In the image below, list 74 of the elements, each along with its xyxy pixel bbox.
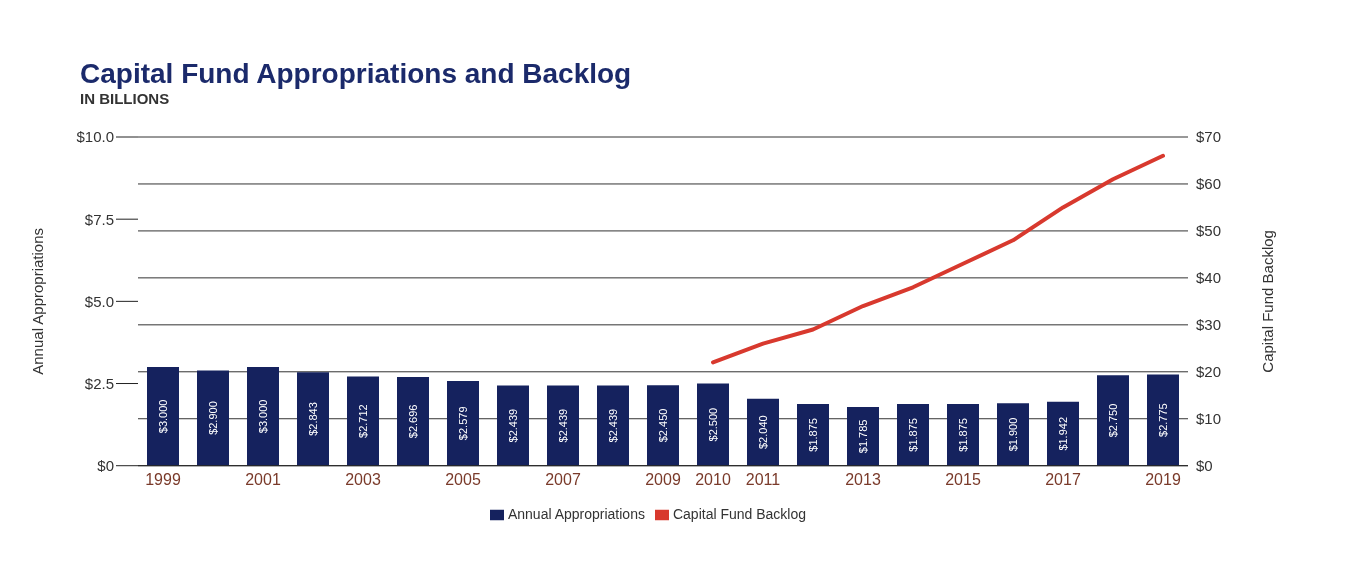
data-label: $2.712: [357, 404, 369, 438]
bar: [397, 377, 429, 466]
data-label: $1.785: [857, 419, 869, 454]
bar: [947, 404, 979, 466]
bar: [447, 380, 479, 466]
bar: [1047, 401, 1079, 466]
y-axis-title: Annual Appropriations: [29, 227, 47, 375]
bar: [697, 383, 729, 466]
y2-axis-title: Capital Fund Backlog: [1259, 230, 1277, 373]
bar: [747, 398, 779, 466]
x-tick-label: 2003: [345, 471, 381, 489]
y-tick-label: $5.0: [84, 292, 114, 310]
data-label: $1.875: [907, 418, 919, 452]
x-tick-label: 2013: [845, 471, 881, 489]
bar: [197, 370, 229, 466]
y2-tick-label: $0: [1196, 457, 1213, 475]
chart-title: Capital Fund Appropriations and Backlog: [80, 58, 633, 90]
data-label: $2.040: [757, 415, 769, 449]
x-tick-label: 2011: [745, 471, 781, 489]
y-tick-label: $2.5: [84, 374, 114, 392]
data-label: $2.843: [307, 402, 319, 436]
bar: [1147, 374, 1179, 466]
y-tick-label: $0: [97, 457, 114, 475]
data-label: $2.750: [1107, 403, 1119, 438]
bar: [347, 376, 379, 466]
data-label: $1.900: [1007, 417, 1019, 452]
data-label: $1.942: [1057, 416, 1069, 451]
data-label: $2.775: [1157, 403, 1169, 437]
bar: [1097, 375, 1129, 466]
bar: [797, 404, 829, 466]
data-label: $2.439: [607, 408, 619, 443]
bar: [147, 367, 179, 466]
x-tick-label: 2019: [1145, 471, 1181, 489]
bar: [597, 385, 629, 466]
x-tick-label: 2010: [695, 471, 731, 489]
data-label: $2.500: [707, 407, 719, 442]
x-tick-label: 1999: [145, 471, 181, 489]
x-tick-label: 2005: [445, 471, 481, 489]
y2-tick-label: $70: [1196, 128, 1222, 146]
data-label: $3.000: [157, 399, 169, 434]
data-label: $1.875: [957, 418, 969, 452]
bar: [847, 407, 879, 466]
y-tick-label: $10.0: [76, 128, 114, 146]
data-label: $2.439: [507, 408, 519, 443]
x-tick-label: 2017: [1045, 471, 1081, 489]
data-label: $2.439: [557, 408, 569, 443]
y2-tick-label: $20: [1196, 363, 1222, 381]
bar: [647, 385, 679, 466]
y-tick-label: $7.5: [84, 210, 114, 228]
bar: [497, 385, 529, 466]
data-label: $1.875: [807, 418, 819, 452]
y2-tick-label: $50: [1196, 222, 1222, 240]
data-label: $2.450: [657, 408, 669, 443]
x-tick-label: 2001: [245, 471, 281, 489]
y2-tick-label: $10: [1196, 410, 1222, 428]
bar: [897, 404, 929, 466]
data-label: $2.900: [207, 401, 219, 435]
y2-tick-label: $60: [1196, 175, 1222, 193]
line-series: [711, 153, 1165, 365]
x-tick-label: 2007: [545, 471, 581, 489]
chart-subtitle: IN BILLIONS: [80, 90, 171, 107]
bar: [297, 372, 329, 466]
bar: [247, 367, 279, 466]
data-label: $2.696: [407, 404, 419, 439]
y2-tick-label: $40: [1196, 269, 1222, 287]
x-tick-label: 2015: [945, 471, 981, 489]
legend-label: Capital Fund Backlog: [672, 505, 807, 522]
data-label: $3.000: [257, 399, 269, 434]
y2-tick-label: $30: [1196, 316, 1222, 334]
legend-label: Annual Appropriations: [507, 505, 645, 522]
x-tick-label: 2009: [645, 471, 681, 489]
bar: [997, 403, 1029, 466]
bar: [547, 385, 579, 466]
data-label: $2.579: [457, 406, 469, 441]
